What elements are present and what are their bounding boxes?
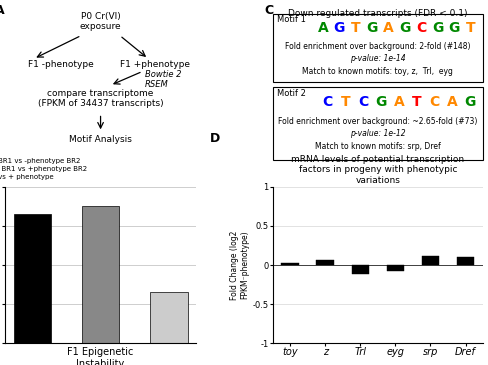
Bar <box>316 260 334 265</box>
Bar <box>457 257 474 265</box>
Text: A: A <box>393 95 404 109</box>
Text: D: D <box>209 132 220 145</box>
Text: p-value: 1e-12: p-value: 1e-12 <box>350 129 406 138</box>
Text: G: G <box>432 22 444 35</box>
Bar <box>422 255 439 265</box>
Text: C: C <box>358 95 368 109</box>
Text: A: A <box>318 22 328 35</box>
Text: Match to known motifs: toy, z,  Trl,  eyg: Match to known motifs: toy, z, Trl, eyg <box>303 67 453 76</box>
Text: C: C <box>416 22 427 35</box>
Text: Bowtie 2
RSEM: Bowtie 2 RSEM <box>144 70 181 89</box>
Text: T: T <box>466 22 475 35</box>
Text: G: G <box>448 22 460 35</box>
Text: Motif Analysis: Motif Analysis <box>69 135 132 145</box>
Title: mRNA levels of potential transcription
factors in progeny with phenotypic
variat: mRNA levels of potential transcription f… <box>291 155 465 185</box>
Text: T: T <box>351 22 361 35</box>
Text: G: G <box>366 22 378 35</box>
Text: Fold enrichment over background: ~2.65-fold (#73): Fold enrichment over background: ~2.65-f… <box>278 117 478 126</box>
Text: A: A <box>0 4 5 17</box>
Text: Motif 1: Motif 1 <box>277 15 305 24</box>
Text: A: A <box>383 22 394 35</box>
Bar <box>82 207 120 365</box>
Text: C: C <box>323 95 333 109</box>
Text: C: C <box>264 4 273 17</box>
FancyBboxPatch shape <box>273 14 483 82</box>
Bar <box>386 265 404 271</box>
Text: p-value: 1e-14: p-value: 1e-14 <box>350 54 406 63</box>
X-axis label: F1 Epigenetic
Instability: F1 Epigenetic Instability <box>67 347 134 365</box>
Y-axis label: Fold Change (log2
FPKM⁻phenotype): Fold Change (log2 FPKM⁻phenotype) <box>230 230 249 300</box>
Bar <box>282 264 299 265</box>
Bar <box>14 214 51 365</box>
Bar <box>351 265 369 274</box>
Text: Match to known motifs: srp, Dref: Match to known motifs: srp, Dref <box>315 142 441 151</box>
Text: F1 +phenotype: F1 +phenotype <box>120 60 190 69</box>
Text: A: A <box>447 95 458 109</box>
Text: G: G <box>465 95 476 109</box>
Bar <box>150 292 187 365</box>
FancyBboxPatch shape <box>273 87 483 160</box>
Text: compare transcriptome
(FPKM of 34437 transcripts): compare transcriptome (FPKM of 34437 tra… <box>38 89 163 108</box>
Text: F1 -phenotype: F1 -phenotype <box>28 60 94 69</box>
Text: G: G <box>334 22 345 35</box>
Text: T: T <box>341 95 350 109</box>
Text: Fold enrichment over background: 2-fold (#148): Fold enrichment over background: 2-fold … <box>285 42 470 51</box>
Text: Down regulated transcripts (FDR < 0.1): Down regulated transcripts (FDR < 0.1) <box>288 9 468 18</box>
Text: P0 Cr(VI)
exposure: P0 Cr(VI) exposure <box>80 12 122 31</box>
Text: C: C <box>429 95 440 109</box>
Text: G: G <box>399 22 411 35</box>
Text: G: G <box>375 95 387 109</box>
Text: Motif 2: Motif 2 <box>277 89 305 97</box>
Text: T: T <box>412 95 422 109</box>
Legend: -phenotype BR1 vs -phenotype BR2, +phenotype BR1 vs +phenotype BR2, -phenotype v: -phenotype BR1 vs -phenotype BR2, +pheno… <box>0 157 87 180</box>
